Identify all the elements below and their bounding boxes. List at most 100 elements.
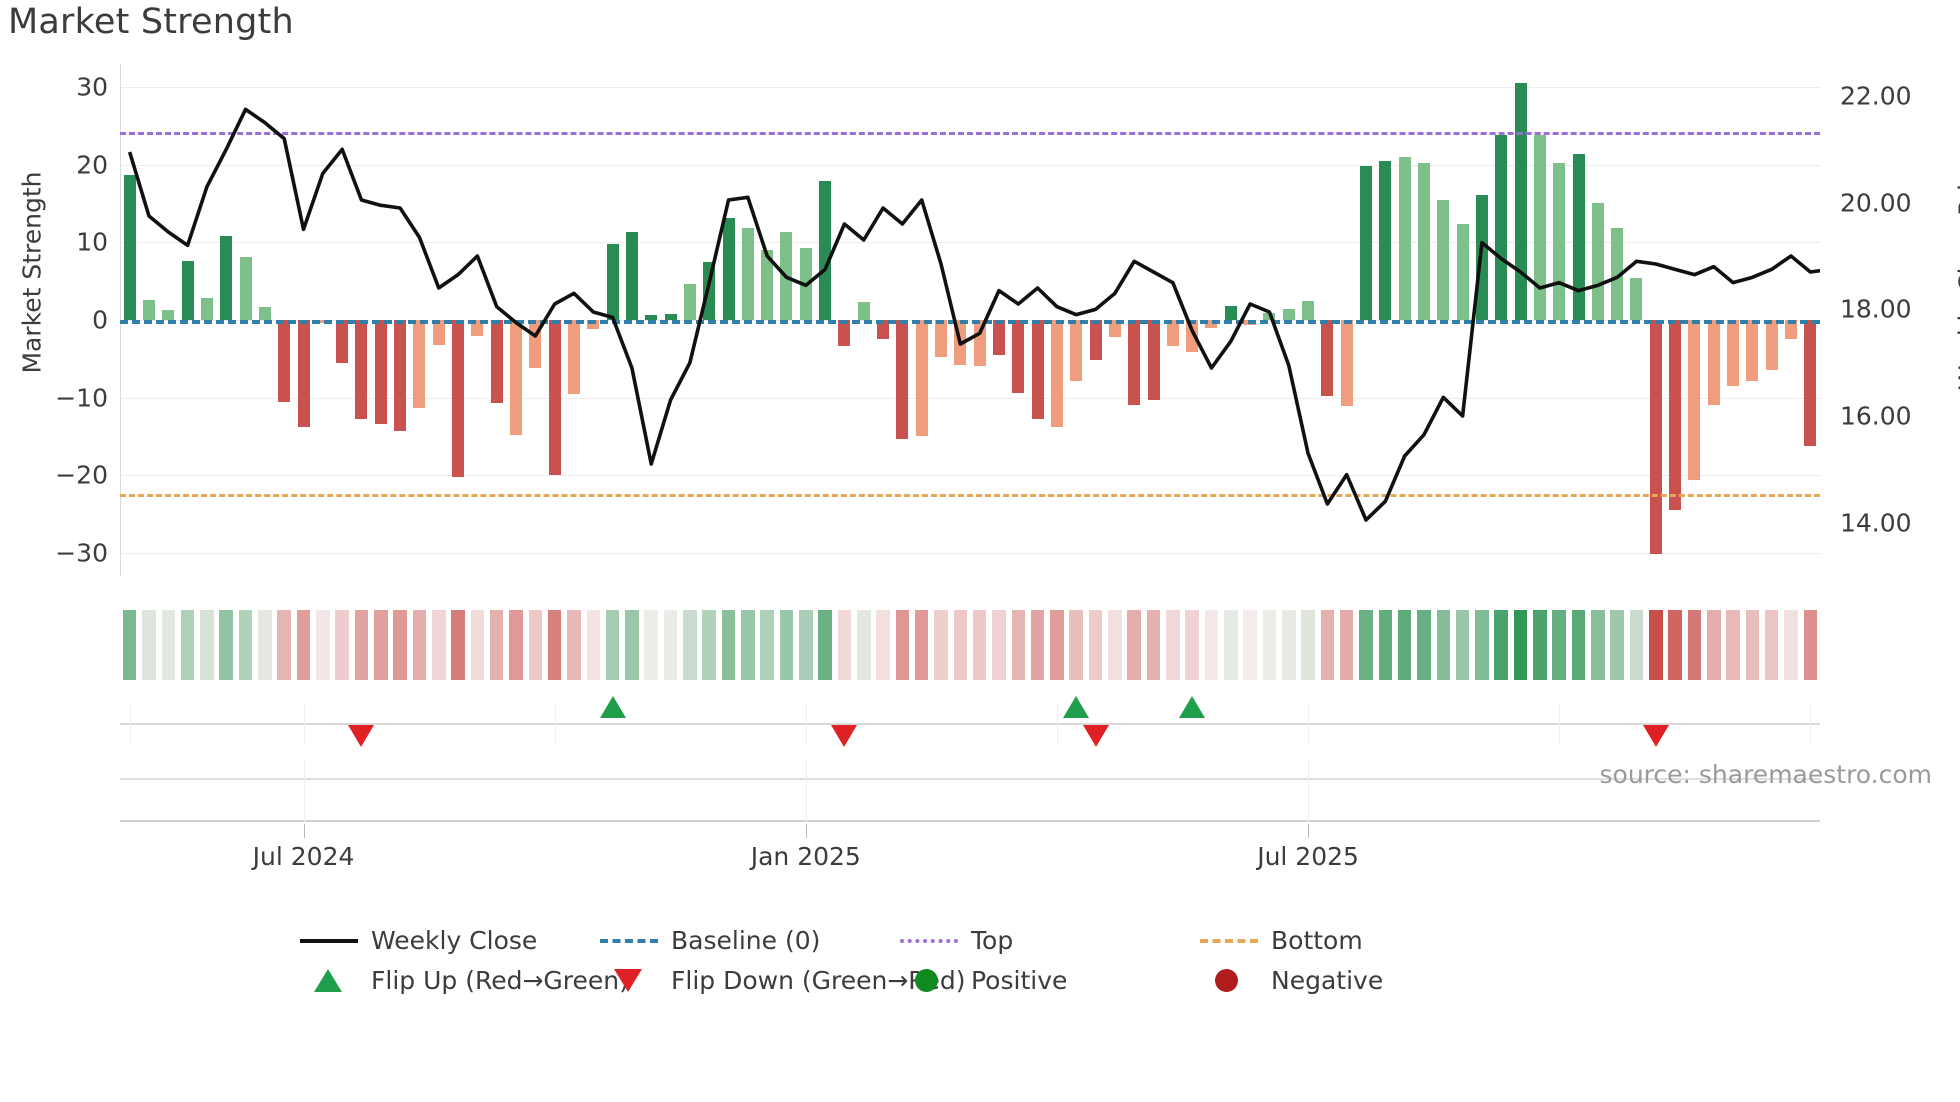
legend-label: Baseline (0) — [671, 925, 821, 955]
heat-cell — [180, 610, 195, 680]
heat-cell — [683, 610, 697, 680]
heat-cell — [1224, 610, 1238, 680]
legend-item[interactable]: Flip Up (Red→Green) — [300, 960, 629, 1000]
legend-item[interactable]: Negative — [1200, 960, 1383, 1000]
flip-up-marker — [599, 696, 626, 718]
strength-bar — [1302, 301, 1315, 320]
strength-bar — [1398, 157, 1411, 320]
heat-cell — [876, 610, 890, 680]
heat-cell — [412, 610, 427, 680]
strength-bar — [355, 320, 368, 420]
heat-cell — [393, 610, 407, 680]
flip-down-marker — [1642, 725, 1669, 747]
strength-bar — [1186, 320, 1199, 352]
heat-cell — [1359, 610, 1373, 680]
strength-bar — [915, 320, 928, 436]
strength-bar — [1031, 320, 1044, 420]
source-attribution: source: sharemaestro.com — [1599, 760, 1933, 789]
triangle-up-icon — [300, 968, 358, 992]
heat-cell — [644, 610, 658, 680]
strength-bar — [1804, 320, 1817, 446]
strength-bar — [1591, 202, 1604, 320]
legend-item[interactable]: Baseline (0) — [600, 920, 820, 960]
strength-bar — [838, 320, 851, 346]
strength-bar — [1553, 162, 1566, 320]
heat-cell — [992, 610, 1006, 680]
heat-cell — [1610, 610, 1624, 680]
legend-item[interactable]: Bottom — [1200, 920, 1363, 960]
heat-cell — [489, 610, 504, 680]
heat-cell — [1281, 610, 1296, 680]
x-axis-tick — [805, 824, 807, 838]
strength-bar — [1785, 320, 1797, 339]
bottom-rule-lower — [120, 820, 1820, 822]
strength-bar — [1379, 160, 1392, 320]
heat-cell — [741, 610, 755, 680]
legend-item[interactable]: Weekly Close — [300, 920, 537, 960]
y-axis-left-tick: 20 — [76, 150, 108, 180]
heat-cell — [1629, 610, 1644, 680]
heat-cell — [374, 610, 388, 680]
heat-cell — [1745, 610, 1760, 680]
strength-heat-strip — [120, 610, 1820, 680]
heat-cell — [161, 610, 176, 680]
heat-cell — [1050, 610, 1064, 680]
heat-cell — [1706, 610, 1721, 680]
flip-up-marker — [1063, 696, 1090, 718]
heat-cell — [1204, 610, 1219, 680]
heat-cell — [818, 610, 832, 680]
y-axis-left-tick: −10 — [55, 383, 108, 413]
page-title: Market Strength — [8, 2, 294, 42]
heat-cell — [1726, 610, 1740, 680]
reference-line-bottom — [120, 493, 1820, 497]
heat-cell — [258, 610, 272, 680]
heat-cell — [1784, 610, 1798, 680]
flip-down-marker — [1082, 725, 1109, 747]
solid-line-icon — [300, 928, 358, 952]
strength-bar — [1417, 163, 1430, 320]
heat-cell — [1764, 610, 1779, 680]
y-axis-left-tick: −30 — [55, 538, 108, 568]
strength-bar — [394, 320, 407, 431]
strength-bar — [1321, 320, 1334, 397]
strength-bar — [1765, 320, 1778, 371]
heat-cell — [1262, 610, 1277, 680]
strength-bar — [1437, 199, 1450, 320]
heat-cell — [509, 610, 523, 680]
strength-bar — [1089, 320, 1102, 361]
strength-bar — [510, 320, 522, 435]
strength-bar — [548, 320, 561, 476]
x-axis-label: Jan 2025 — [750, 842, 861, 871]
strength-bar — [1495, 134, 1508, 320]
x-axis-tick — [303, 824, 305, 838]
strength-bar — [220, 236, 233, 320]
strength-bar — [1166, 320, 1179, 347]
heat-cell — [528, 610, 543, 680]
strength-bar — [1514, 83, 1527, 320]
legend-row: Weekly Close Baseline (0) Top Bottom — [0, 920, 1960, 960]
x-axis-label: Jul 2024 — [252, 842, 355, 871]
strength-bar — [374, 320, 387, 424]
heat-cell — [779, 610, 794, 680]
heat-cell — [1417, 610, 1431, 680]
flip-lane-tick — [1810, 704, 1812, 744]
legend-item[interactable]: Top — [900, 920, 1013, 960]
strength-bar — [1147, 320, 1160, 400]
legend-label: Positive — [971, 965, 1068, 995]
strength-bar — [162, 309, 175, 320]
strength-bar — [239, 257, 252, 320]
heat-cell — [1301, 610, 1315, 680]
heat-cell — [1803, 610, 1818, 680]
dotted-line-icon — [900, 928, 958, 952]
heat-cell — [972, 610, 987, 680]
flip-down-marker — [831, 725, 858, 747]
dashed-line-icon — [1200, 928, 1258, 952]
legend-item[interactable]: Positive — [900, 960, 1067, 1000]
chart-plot-area — [120, 64, 1820, 576]
strength-bar — [1360, 165, 1372, 320]
heat-cell — [1552, 610, 1566, 680]
strength-bar — [297, 320, 310, 428]
heat-cell — [1185, 610, 1199, 680]
heat-cell — [605, 610, 620, 680]
heat-cell — [238, 610, 253, 680]
